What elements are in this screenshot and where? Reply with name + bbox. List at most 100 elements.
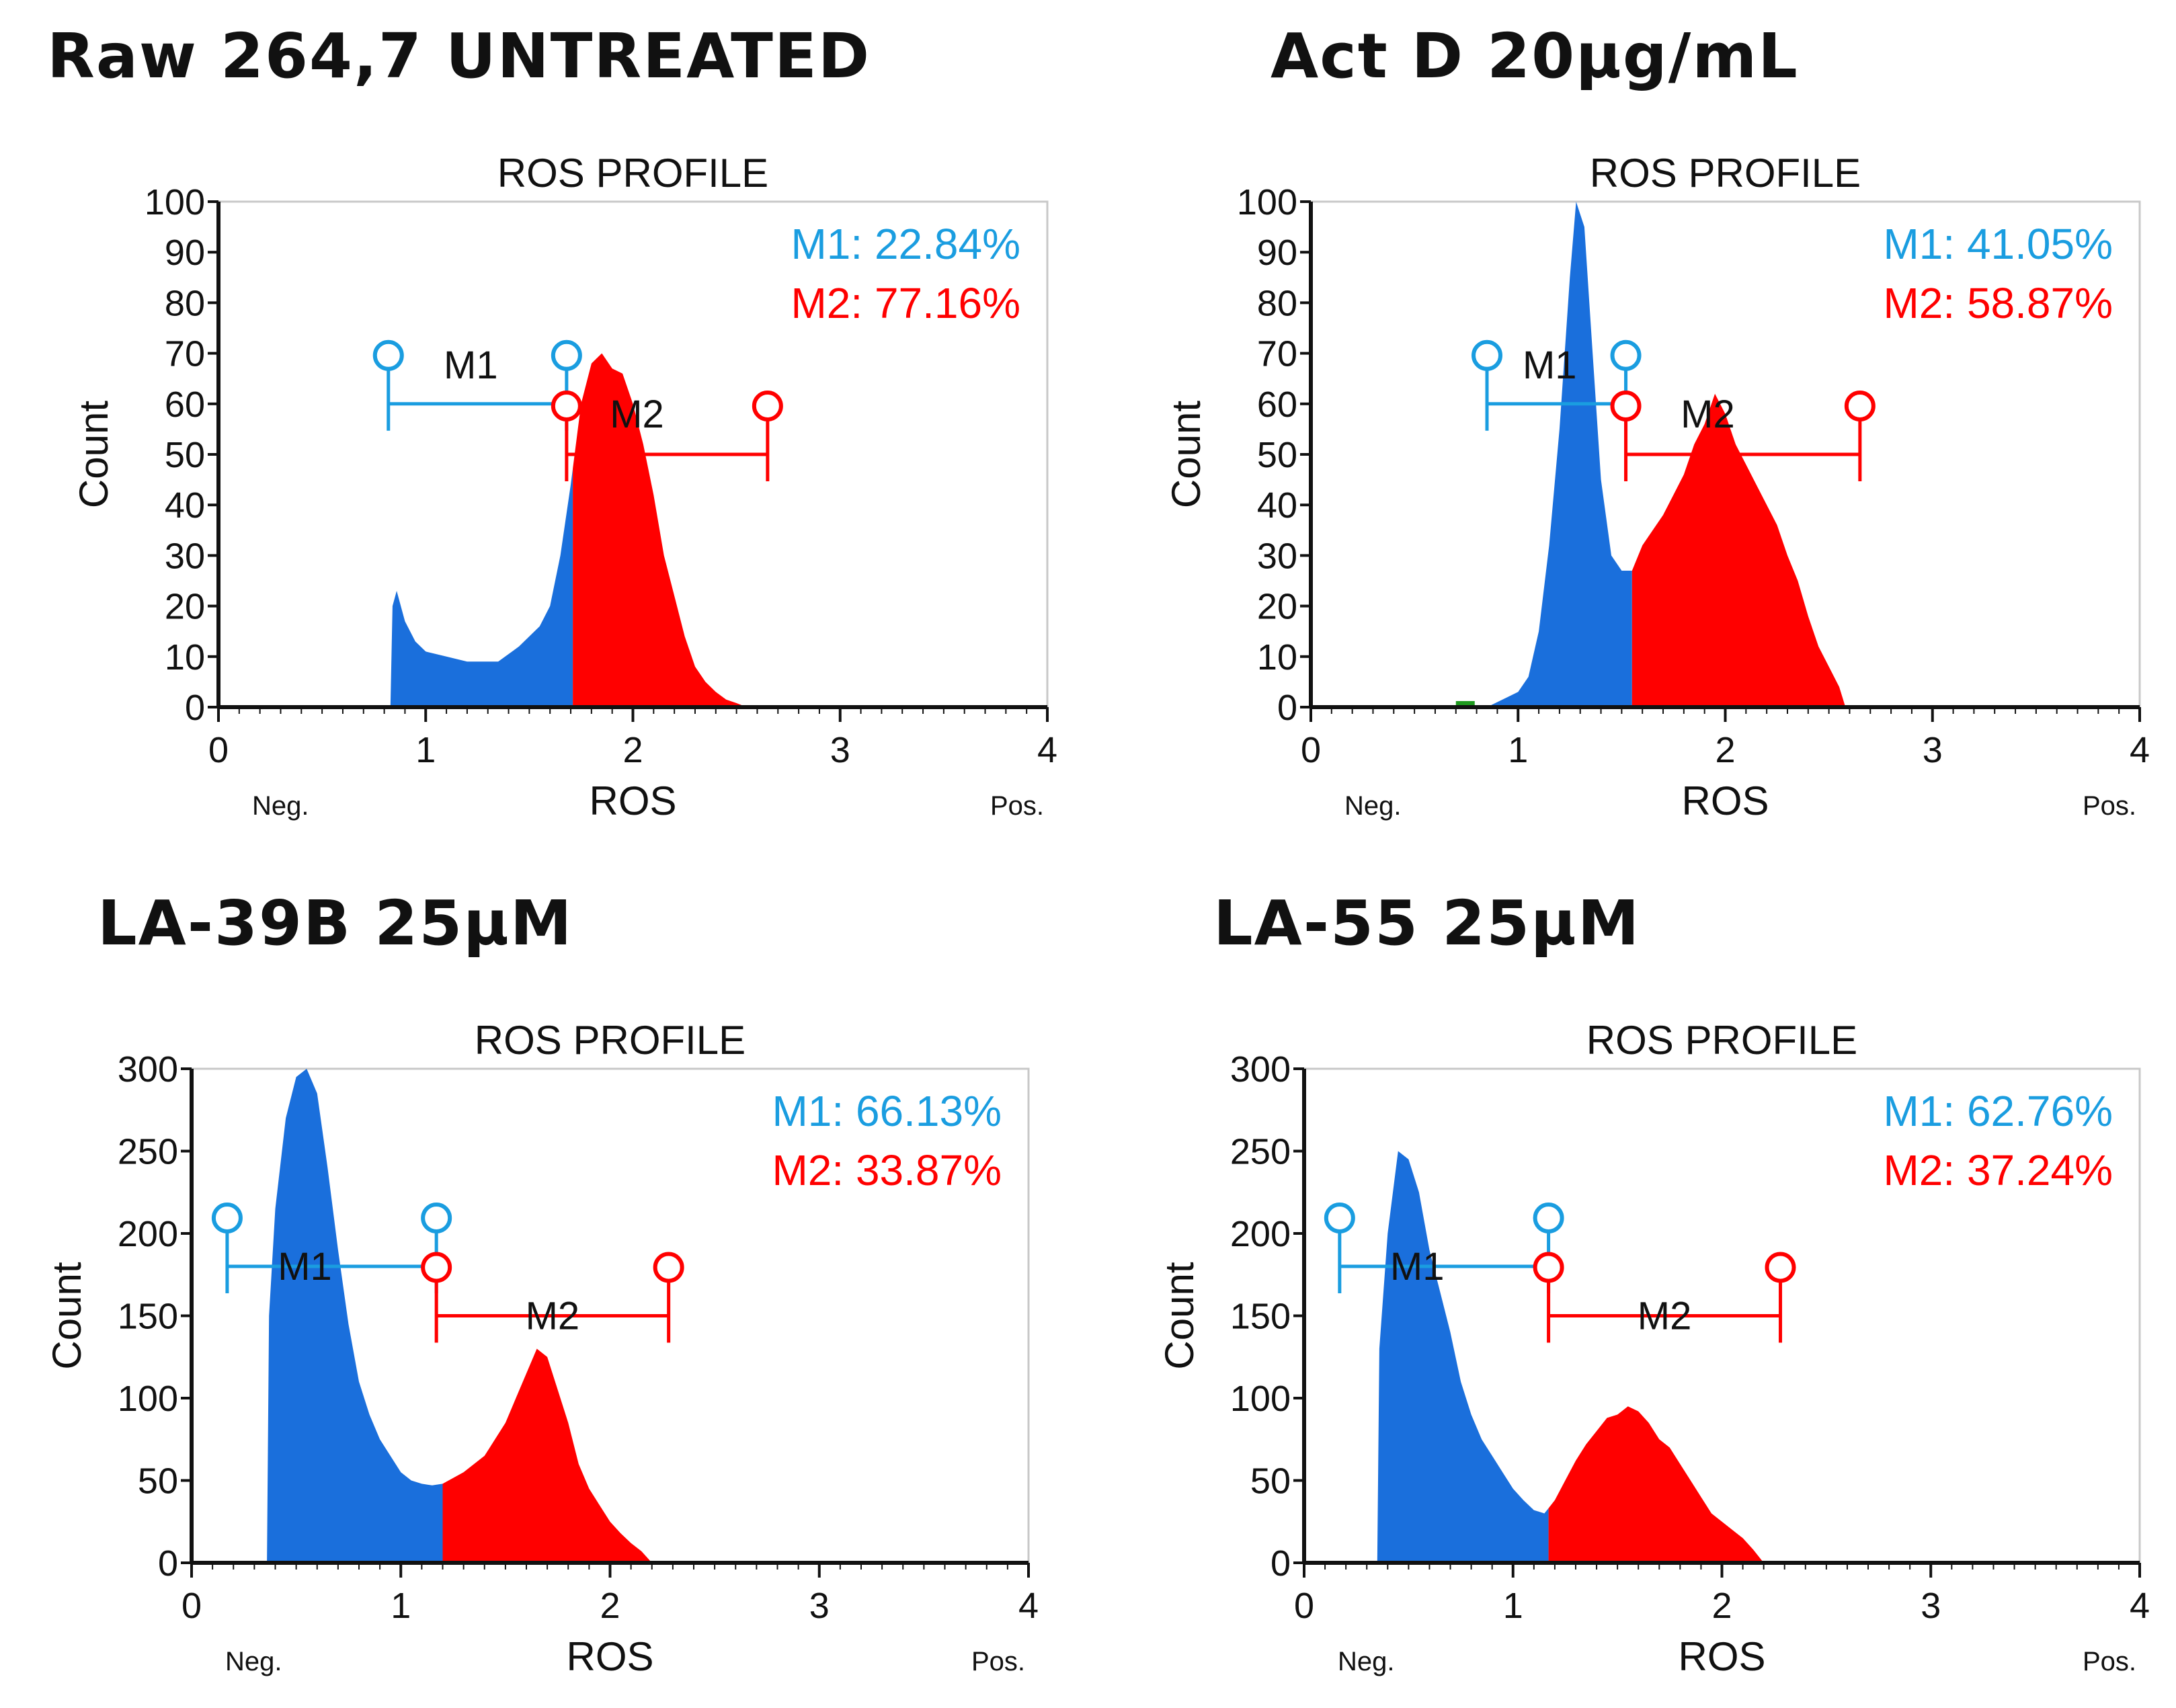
panel-la-39b: LA-39B 25µM ROS PROFILE05010015020025030…: [44, 887, 1039, 1679]
gate-label: M2: [1638, 1295, 1692, 1338]
x-pos-label: Pos.: [990, 791, 1044, 821]
y-tick-label: 250: [1230, 1132, 1291, 1172]
x-pos-label: Pos.: [2083, 791, 2136, 821]
gate-m2: M2: [1533, 1252, 1796, 1343]
y-tick-label: 200: [118, 1214, 178, 1254]
y-tick-label: 50: [165, 435, 205, 475]
histogram-stray-bar: [1455, 700, 1475, 707]
chart-title: ROS PROFILE: [497, 151, 768, 196]
y-tick-label: 90: [1257, 233, 1297, 273]
gate-label: M1: [278, 1245, 332, 1289]
panel-title: Act D 20µg/mL: [1271, 20, 1799, 92]
x-tick-label: 0: [1301, 730, 1321, 770]
histogram-m2-area: [573, 353, 748, 707]
gate-label: M2: [1681, 393, 1735, 436]
gate-m1: M1: [211, 1203, 452, 1293]
y-tick-label: 100: [118, 1379, 178, 1419]
x-neg-label: Neg.: [252, 791, 309, 821]
x-tick-label: 0: [182, 1586, 202, 1626]
y-tick-label: 100: [1237, 182, 1297, 222]
x-neg-label: Neg.: [1338, 1647, 1395, 1676]
y-tick-label: 70: [165, 334, 205, 374]
gate-left-handle: [1472, 339, 1503, 371]
chart-title: ROS PROFILE: [1586, 1018, 1857, 1063]
histogram-m1-area: [1377, 1151, 1549, 1563]
chart-title: ROS PROFILE: [475, 1018, 746, 1063]
gate-m1: M1: [1472, 339, 1642, 431]
stat-m2-percent: M2: 33.87%: [772, 1146, 1002, 1194]
y-tick-label: 100: [1230, 1379, 1291, 1419]
x-neg-label: Neg.: [1344, 791, 1402, 821]
y-axis-label: Count: [71, 401, 116, 508]
x-tick-label: 2: [1711, 1586, 1732, 1626]
x-axis-label: ROS: [589, 778, 676, 823]
gate-m1: M1: [1324, 1203, 1564, 1293]
y-tick-label: 10: [1257, 637, 1297, 678]
y-tick-label: 60: [1257, 384, 1297, 425]
x-tick-label: 1: [1508, 730, 1528, 770]
gate-label: M1: [1390, 1245, 1445, 1289]
y-tick-label: 100: [145, 182, 205, 222]
gate-label: M1: [444, 343, 498, 387]
y-tick-label: 30: [1257, 536, 1297, 576]
y-axis-label: Count: [44, 1262, 89, 1369]
x-tick-label: 3: [809, 1586, 830, 1626]
stat-m1-percent: M1: 62.76%: [1883, 1087, 2113, 1135]
x-tick-label: 0: [208, 730, 229, 770]
y-tick-label: 50: [138, 1461, 178, 1502]
gate-m2: M2: [421, 1252, 684, 1343]
y-tick-label: 70: [1257, 334, 1297, 374]
gate-left-handle: [551, 391, 582, 421]
y-tick-label: 0: [1277, 688, 1297, 728]
y-tick-label: 250: [118, 1132, 178, 1172]
panel-title: Raw 264,7 UNTREATED: [47, 20, 871, 92]
y-tick-label: 150: [1230, 1297, 1291, 1337]
gate-m2: M2: [1610, 391, 1876, 481]
x-tick-label: 1: [1503, 1586, 1523, 1626]
y-tick-label: 80: [1257, 283, 1297, 323]
x-axis-label: ROS: [566, 1634, 653, 1679]
x-tick-label: 4: [2130, 730, 2150, 770]
y-tick-label: 50: [1257, 435, 1297, 475]
gate-right-handle: [1610, 339, 1642, 371]
x-tick-label: 2: [600, 1586, 620, 1626]
y-tick-label: 0: [158, 1543, 178, 1584]
gate-left-handle: [421, 1252, 452, 1283]
y-tick-label: 0: [185, 688, 205, 728]
gate-label: M2: [526, 1295, 580, 1338]
x-tick-label: 1: [391, 1586, 411, 1626]
y-tick-label: 10: [165, 637, 205, 678]
x-axis-label: ROS: [1678, 1634, 1765, 1679]
gate-m2: M2: [551, 391, 783, 481]
x-tick-label: 4: [1037, 730, 1057, 770]
x-tick-label: 4: [2130, 1586, 2150, 1626]
panel-raw-untreated: Raw 264,7 UNTREATED ROS PROFILE010203040…: [47, 20, 1057, 823]
x-tick-label: 2: [622, 730, 643, 770]
y-tick-label: 300: [118, 1049, 178, 1090]
gate-left-handle: [211, 1203, 243, 1233]
stat-m1-percent: M1: 41.05%: [1883, 220, 2113, 268]
chart-title: ROS PROFILE: [1590, 151, 1861, 196]
panel-title: LA-39B 25µM: [97, 887, 573, 959]
stat-m1-percent: M1: 22.84%: [791, 220, 1020, 268]
y-tick-label: 90: [165, 233, 205, 273]
gate-right-handle: [551, 339, 582, 371]
x-tick-label: 0: [1294, 1586, 1314, 1626]
gate-left-handle: [1533, 1252, 1564, 1283]
stat-m2-percent: M2: 37.24%: [1883, 1146, 2113, 1194]
stat-m1-percent: M1: 66.13%: [772, 1087, 1002, 1135]
gate-label: M1: [1523, 343, 1577, 387]
y-axis-label: Count: [1164, 401, 1209, 508]
y-tick-label: 20: [1257, 587, 1297, 627]
y-tick-label: 20: [165, 587, 205, 627]
y-tick-label: 300: [1230, 1049, 1291, 1090]
histogram-m2-area: [1631, 393, 1846, 707]
histogram-m2-area: [1548, 1406, 1764, 1563]
gate-left-handle: [372, 339, 404, 371]
y-tick-label: 200: [1230, 1214, 1291, 1254]
y-tick-label: 150: [118, 1297, 178, 1337]
panel-act-d: Act D 20µg/mL ROS PROFILE010203040506070…: [1164, 20, 2150, 823]
gate-label: M2: [610, 393, 664, 436]
x-pos-label: Pos.: [971, 1647, 1025, 1676]
